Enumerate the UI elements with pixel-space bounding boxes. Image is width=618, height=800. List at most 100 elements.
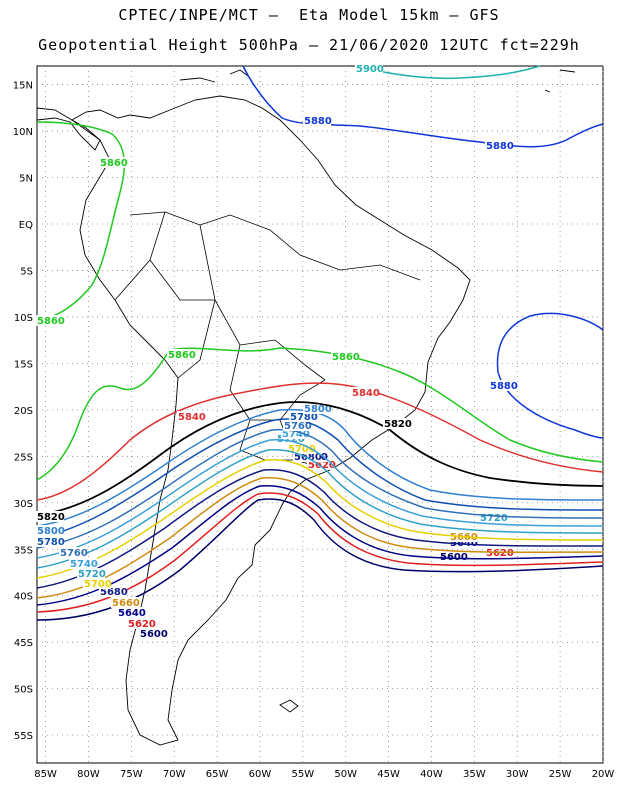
contour-label-bg [139, 628, 167, 639]
contour-label-bg [77, 568, 105, 579]
contour-label-bg [99, 157, 127, 168]
contour-label-5900: 5900 [356, 64, 384, 75]
latitude-axis: 15N 10N 5N EQ 5S 10S 15S 20S 25S 30S 35S 40S 45S 50S 5… [13, 81, 33, 743]
falkland-islands [279, 699, 299, 713]
contour-5740 [36, 438, 604, 559]
contour-label-bg [36, 525, 64, 536]
contour-label-5820: 5820 [37, 512, 65, 523]
contour-label-5760: 5760 [60, 548, 88, 559]
contour-label-bg [167, 349, 195, 360]
contour-label-bg [293, 451, 321, 462]
height-contours: 5600560056205620562056405640564056605660… [36, 63, 604, 640]
south-america-coast [71, 95, 471, 746]
contour-5880 [496, 312, 604, 439]
contour-label-5660: 5660 [112, 598, 140, 609]
contour-label-5600: 5600 [440, 552, 468, 563]
lon-tick-label: 45W [377, 769, 400, 780]
contour-label-5860: 5860 [332, 352, 360, 363]
lat-tick-label: 35S [14, 545, 33, 556]
contour-label-bg [36, 536, 64, 547]
contour-label-bg [281, 428, 309, 439]
lat-tick-label: 15N [13, 81, 33, 92]
graticule [37, 66, 604, 763]
chart-title-line1: CPTEC/INPE/MCT – Eta Model 15km – GFS [118, 6, 500, 24]
contour-label-bg [111, 597, 139, 608]
contour-label-bg [355, 63, 383, 74]
contour-5820 [36, 401, 604, 516]
contour-label-bg [69, 558, 97, 569]
lat-tick-label: EQ [19, 220, 33, 231]
lat-tick-label: 5S [20, 266, 33, 277]
contour-label-5860: 5860 [168, 350, 196, 361]
lat-tick-label: 25S [14, 452, 33, 463]
contour-5700 [36, 458, 604, 579]
contour-label-5620: 5620 [128, 619, 156, 630]
contour-label-5880: 5880 [490, 381, 518, 392]
contour-5720 [36, 448, 604, 569]
contour-5860 [36, 347, 604, 481]
contour-label-bg [489, 380, 517, 391]
contour-label-5740: 5740 [282, 429, 310, 440]
lon-tick-label: 60W [249, 769, 272, 780]
contour-label-5760: 5760 [284, 421, 312, 432]
contour-label-bg [283, 420, 311, 431]
contour-label-bg [36, 315, 64, 326]
contour-label-5840: 5840 [178, 412, 206, 423]
contour-5840 [36, 382, 604, 501]
lat-tick-label: 20S [14, 406, 33, 417]
lon-tick-label: 50W [334, 769, 357, 780]
lat-tick-label: 30S [14, 499, 33, 510]
contour-label-bg [177, 411, 205, 422]
contour-label-bg [83, 578, 111, 589]
contour-label-bg [59, 547, 87, 558]
contour-label-5820: 5820 [384, 419, 412, 430]
lat-tick-label: 10N [13, 127, 33, 138]
contour-label-5840: 5840 [352, 388, 380, 399]
contour-label-bg [485, 140, 513, 151]
contour-label-5860: 5860 [100, 158, 128, 169]
lat-tick-label: 45S [14, 638, 33, 649]
contour-label-5640: 5640 [118, 608, 146, 619]
contour-5880 [242, 65, 604, 148]
contour-label-bg [117, 607, 145, 618]
contour-label-bg [289, 411, 317, 422]
contour-5800 [36, 408, 604, 527]
contour-label-5620: 5620 [308, 460, 336, 471]
caribbean-islands [179, 69, 576, 93]
contour-label-5680: 5680 [100, 587, 128, 598]
lon-tick-label: 35W [463, 769, 486, 780]
lon-tick-label: 20W [592, 769, 615, 780]
lon-tick-label: 30W [506, 769, 529, 780]
lon-tick-label: 55W [292, 769, 315, 780]
contour-label-5700: 5700 [84, 579, 112, 590]
contour-label-bg [479, 512, 507, 523]
contour-5660 [36, 476, 604, 599]
contour-label-5860: 5860 [37, 316, 65, 327]
lat-tick-label: 50S [14, 685, 33, 696]
contour-label-5880: 5880 [304, 116, 332, 127]
contour-label-bg [36, 511, 64, 522]
contour-label-5740: 5740 [70, 559, 98, 570]
contour-5760 [36, 428, 604, 549]
contour-label-5800: 5800 [37, 526, 65, 537]
contour-label-5720: 5720 [78, 569, 106, 580]
lat-tick-label: 55S [14, 731, 33, 742]
lat-tick-label: 10S [14, 313, 33, 324]
contour-label-bg [449, 537, 477, 548]
landmass [36, 69, 576, 746]
contour-label-bg [351, 387, 379, 398]
contour-label-bg [383, 418, 411, 429]
contour-label-5720: 5720 [277, 434, 305, 445]
contour-5780 [36, 418, 604, 539]
contour-label-bg [287, 443, 315, 454]
contour-label-5800: 5800 [304, 404, 332, 415]
contour-5600 [36, 498, 604, 621]
lat-tick-label: 15S [14, 359, 33, 370]
contour-5620 [36, 492, 604, 613]
contour-label-5780: 5780 [290, 412, 318, 423]
contour-label-5620: 5620 [486, 548, 514, 559]
contour-label-bg [439, 551, 467, 562]
lon-tick-label: 70W [163, 769, 186, 780]
longitude-axis: 85W 80W 75W 70W 65W 60W 55W 50W 45W 40W 35W 30W 25W 2… [34, 769, 614, 780]
